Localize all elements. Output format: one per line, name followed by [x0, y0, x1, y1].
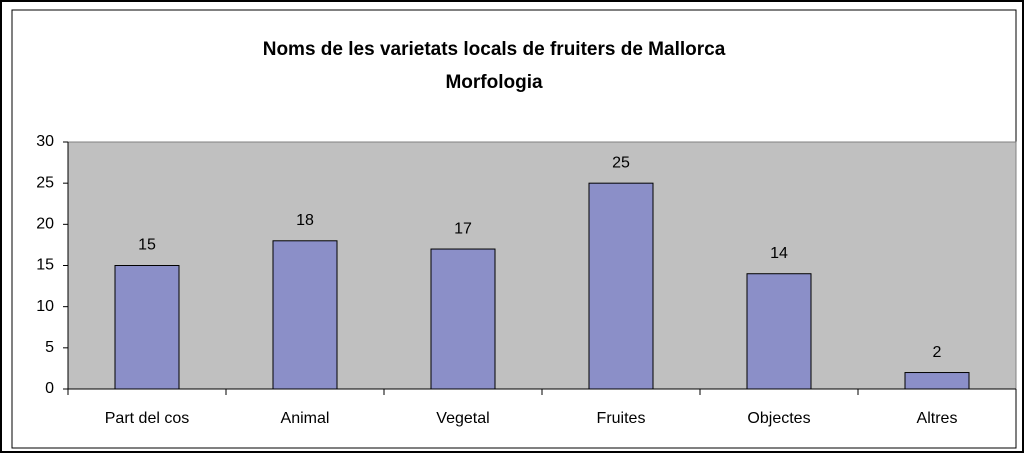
bar [904, 372, 970, 390]
x-tick-label: Vegetal [436, 410, 489, 427]
value-label: 17 [454, 220, 472, 237]
x-tick-label: Objectes [747, 410, 810, 427]
x-tick-label: Part del cos [105, 410, 189, 427]
y-tick-label: 30 [36, 133, 54, 150]
y-tick-label: 5 [45, 339, 54, 356]
x-tick-label: Altres [917, 410, 958, 427]
value-label: 2 [933, 344, 942, 361]
bar [114, 265, 180, 390]
value-label: 15 [138, 237, 156, 254]
y-tick-label: 10 [36, 298, 54, 315]
x-tick-label: Animal [281, 410, 330, 427]
plot-area [67, 141, 1017, 390]
chart-subtitle: Morfologia [445, 72, 543, 93]
y-tick-label: 0 [45, 380, 54, 397]
bar [746, 273, 812, 390]
bar [588, 182, 654, 390]
y-tick-label: 25 [36, 174, 54, 191]
chart-title: Noms de les varietats locals de fruiters… [263, 39, 726, 60]
bar [272, 240, 338, 390]
y-tick-label: 15 [36, 257, 54, 274]
y-tick-label: 20 [36, 216, 54, 233]
value-label: 14 [770, 245, 788, 262]
value-label: 25 [612, 154, 630, 171]
bar [430, 248, 496, 390]
x-tick-label: Fruites [597, 410, 646, 427]
value-label: 18 [296, 212, 314, 229]
